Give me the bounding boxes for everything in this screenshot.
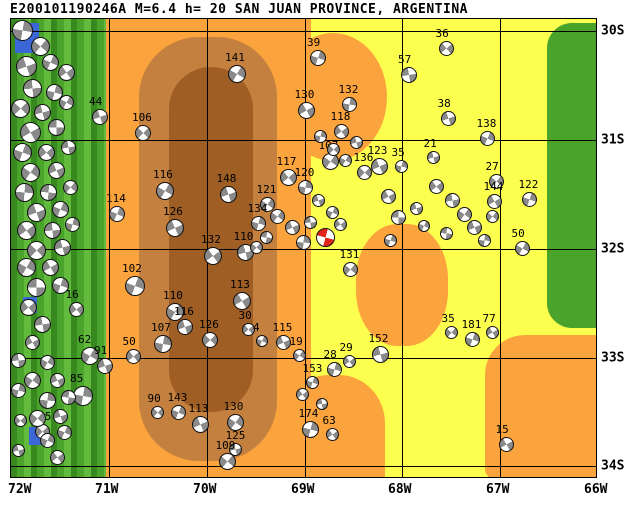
gridline-horizontal — [11, 31, 596, 32]
latitude-label: 34S — [601, 458, 625, 474]
gridline-horizontal — [11, 358, 596, 359]
longitude-label: 71W — [95, 482, 119, 497]
gridline-vertical — [109, 19, 110, 477]
latitude-label: 32S — [601, 241, 625, 257]
gridline-vertical — [500, 19, 501, 477]
latitude-label: 30S — [601, 23, 625, 39]
figure-title: E200101190246A M=6.4 h= 20 SAN JUAN PROV… — [10, 2, 468, 17]
gridline-horizontal — [11, 466, 596, 467]
gridline-horizontal — [11, 249, 596, 250]
longitude-label: 66W — [584, 482, 608, 497]
terrain-water-patch — [23, 297, 37, 313]
longitude-label: 69W — [291, 482, 315, 497]
terrain-water-patch — [29, 427, 45, 445]
terrain-orange-north — [279, 33, 387, 161]
terrain-lowland-green-east — [547, 23, 596, 328]
terrain-orange-south — [283, 375, 385, 477]
terrain-water-patch — [15, 23, 39, 53]
longitude-label: 72W — [8, 482, 32, 497]
longitude-label: 67W — [486, 482, 510, 497]
map-area — [10, 18, 597, 478]
gridline-vertical — [402, 19, 403, 477]
terrain-orange-southeast — [485, 335, 596, 477]
gridline-vertical — [305, 19, 306, 477]
latitude-label: 33S — [601, 350, 625, 366]
latitude-label: 31S — [601, 132, 625, 148]
gridline-vertical — [207, 19, 208, 477]
longitude-label: 70W — [193, 482, 217, 497]
terrain-andes-ridge — [169, 67, 253, 412]
longitude-label: 68W — [388, 482, 412, 497]
terrain-coastal-green — [11, 19, 111, 477]
gridline-horizontal — [11, 140, 596, 141]
